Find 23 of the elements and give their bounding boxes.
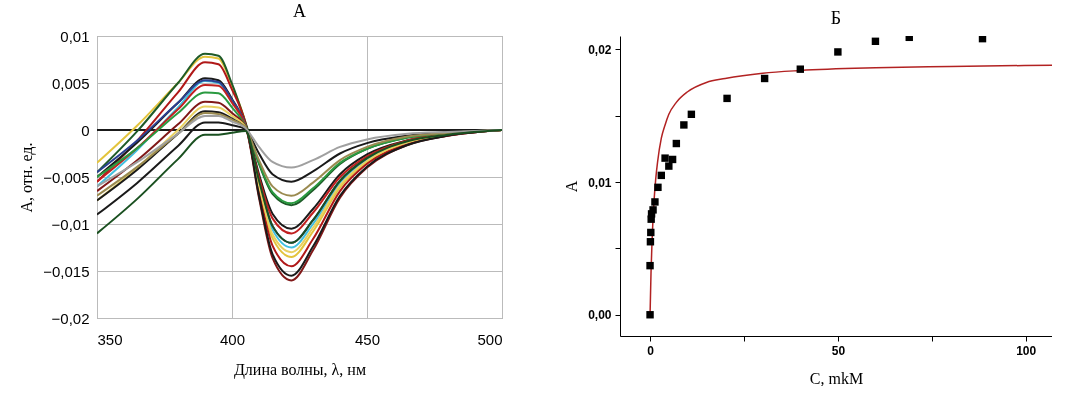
y-tick-label: 0,00	[588, 308, 612, 323]
y-axis-title: A	[563, 180, 581, 193]
x-tick-label: 400	[219, 330, 246, 348]
y-tick-label: −0,005	[43, 168, 90, 186]
chart-title: А	[293, 1, 306, 21]
x-tick-label: 450	[354, 330, 381, 348]
x-tick-label: 350	[97, 330, 123, 348]
x-tick-label: 0	[647, 343, 655, 358]
y-tick-label: −0,015	[43, 262, 90, 280]
y-axis-title: А, отн. ед.	[18, 142, 37, 213]
x-tick-label: 50	[831, 343, 846, 358]
x-tick-label: 100	[1016, 343, 1037, 358]
y-tick-label: 0,01	[588, 175, 612, 190]
y-tick-label: −0,02	[51, 309, 90, 327]
y-tick-label: 0,02	[588, 42, 612, 57]
y-tick-label: −0,01	[51, 215, 90, 233]
y-tick-label: 0,01	[60, 27, 90, 45]
x-tick-label: 500	[477, 330, 503, 348]
x-axis-title: C, mkM	[809, 369, 864, 387]
chart-title: Б	[830, 8, 842, 28]
y-tick-label: 0	[81, 121, 90, 139]
y-tick-label: 0,005	[51, 74, 90, 92]
x-axis-title: Длина волны, λ, нм	[233, 360, 367, 379]
